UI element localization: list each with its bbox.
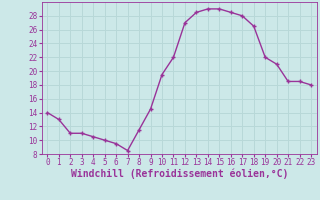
X-axis label: Windchill (Refroidissement éolien,°C): Windchill (Refroidissement éolien,°C) <box>70 169 288 179</box>
